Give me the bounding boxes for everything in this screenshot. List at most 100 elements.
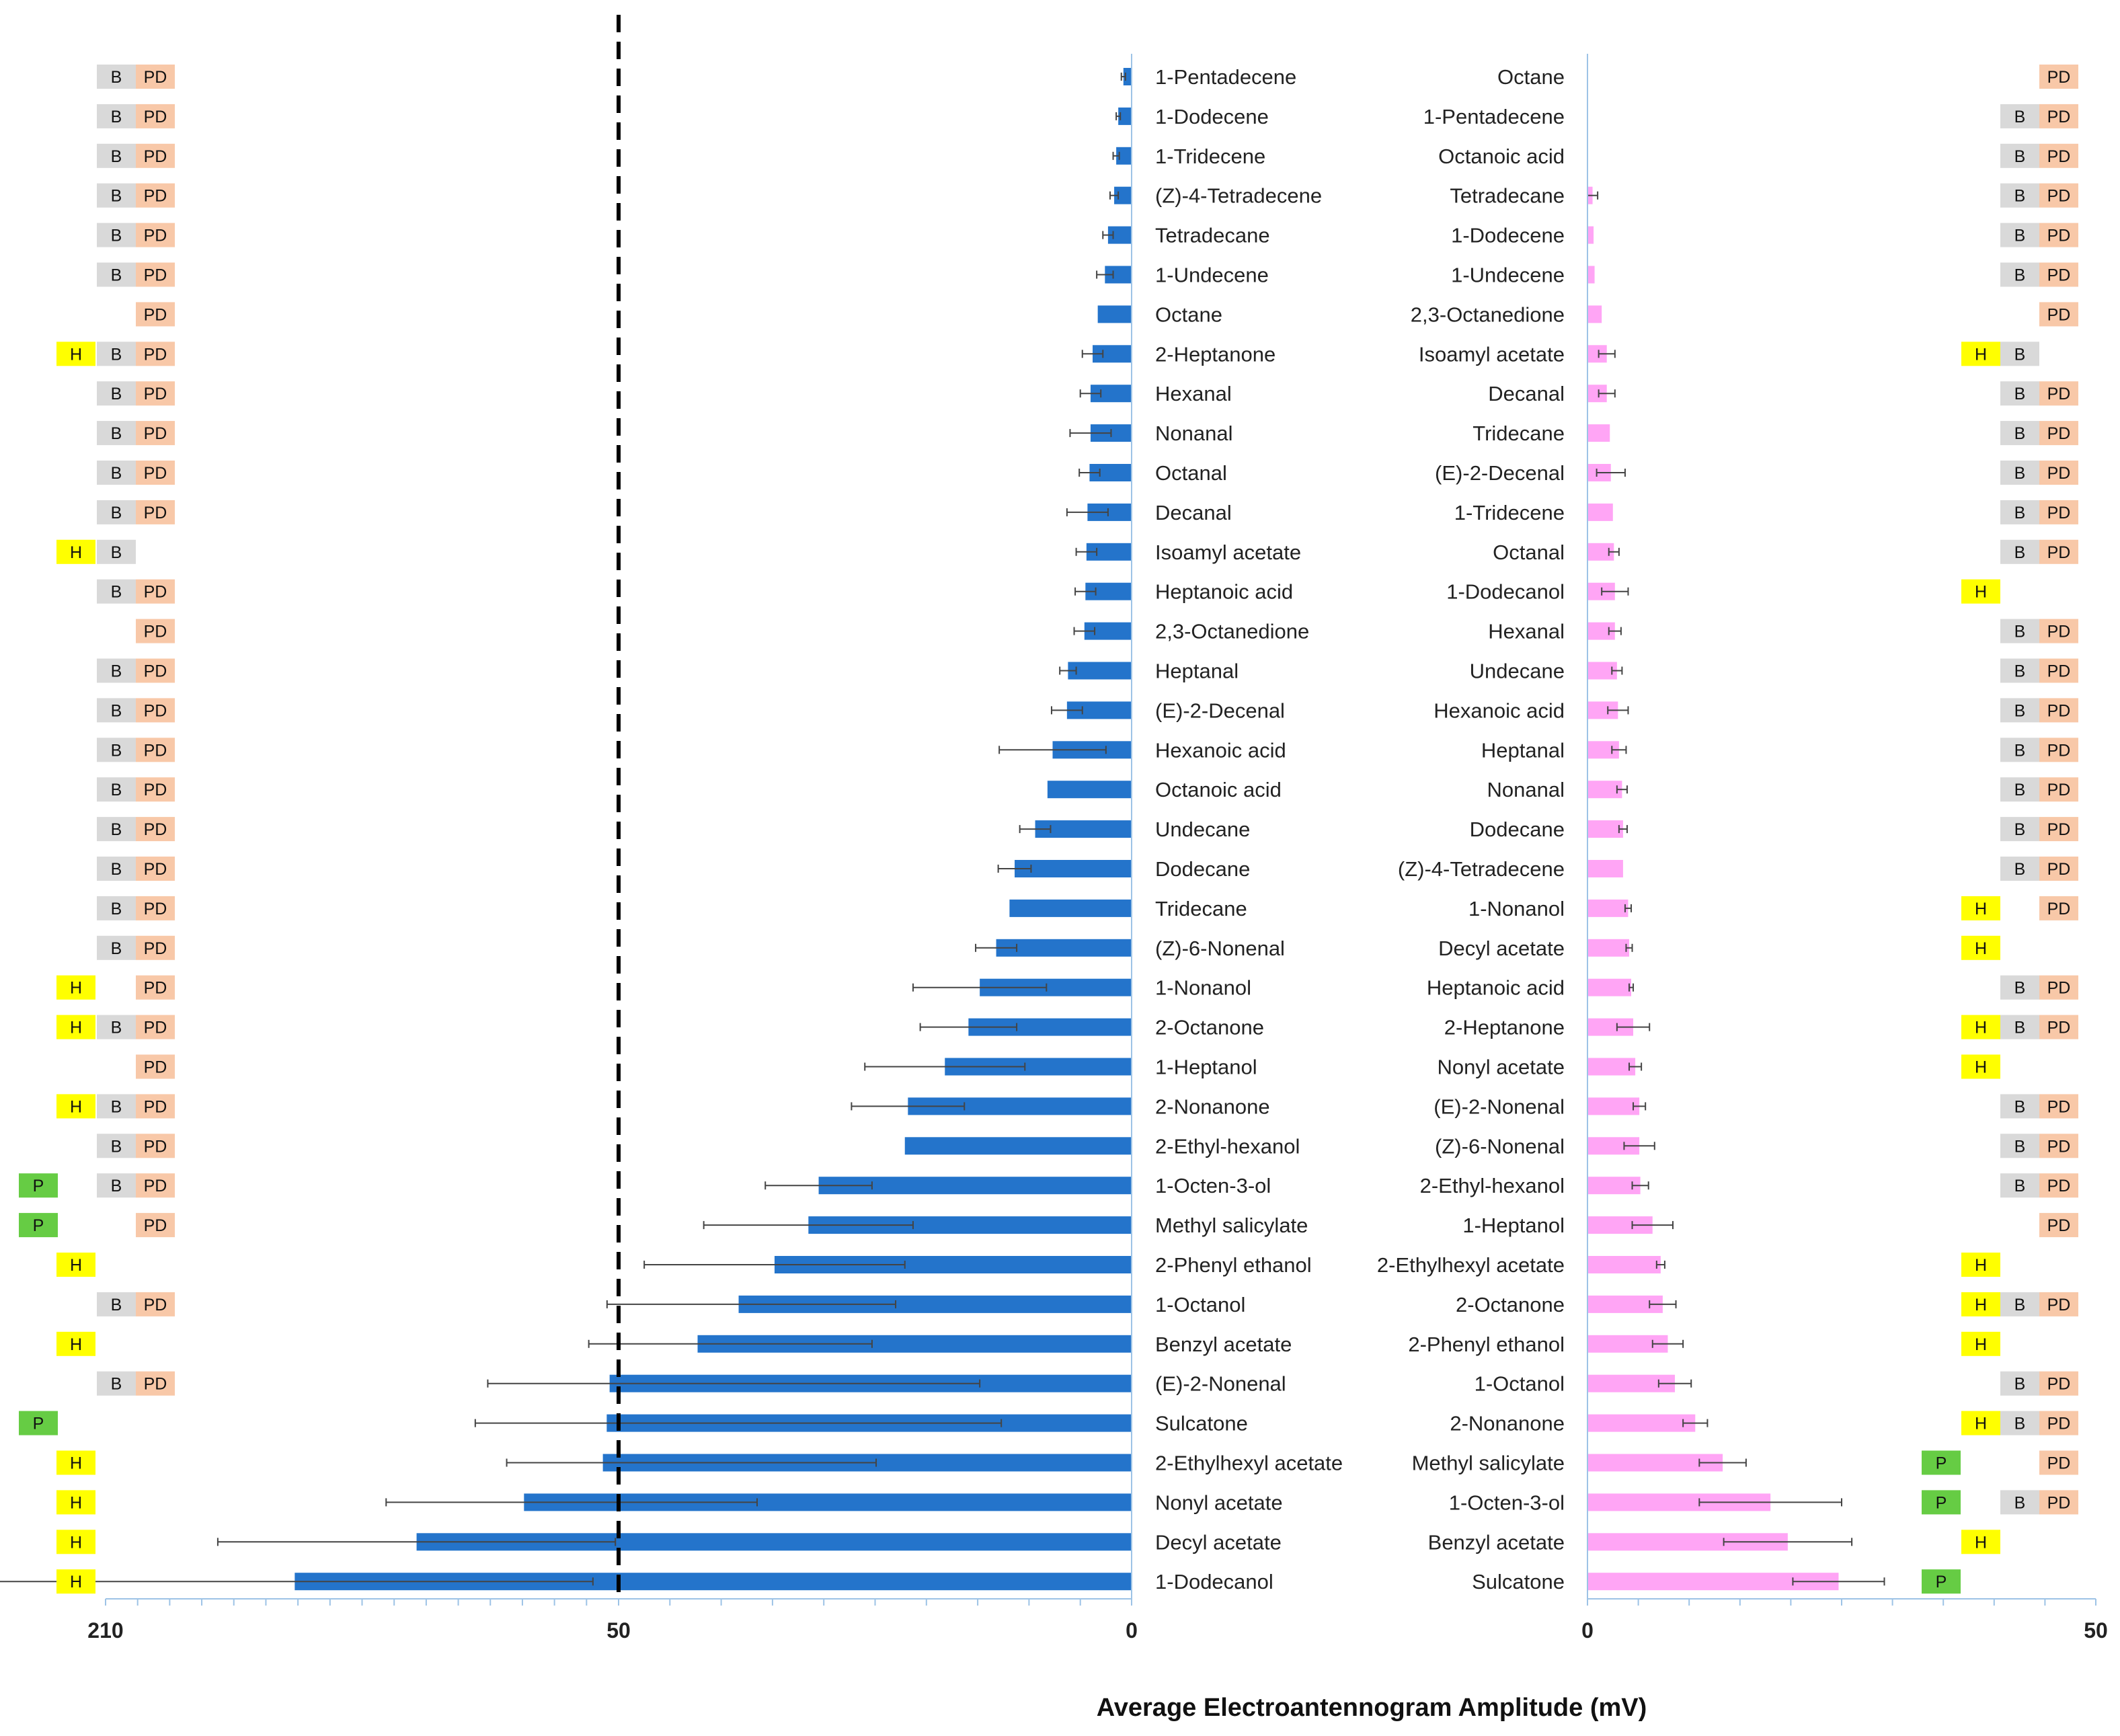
- left-row-tag-b: B: [97, 658, 136, 683]
- right-category-label: 1-Octen-3-ol: [1449, 1491, 1565, 1514]
- right-category-label: (E)-2-Nonenal: [1434, 1095, 1565, 1118]
- tag-h-label: H: [1975, 1019, 1987, 1037]
- tag-b-label: B: [111, 543, 122, 562]
- left-row-tag-pd: PD: [136, 421, 175, 446]
- left-row-tag-pd: PD: [136, 658, 175, 683]
- right-bar: [1587, 1256, 1661, 1273]
- left-row-tag-pd: PD: [136, 381, 175, 406]
- tag-h-label: H: [1975, 1256, 1987, 1275]
- tag-b-box: [2000, 857, 2039, 881]
- right-row-tag-h: H: [1961, 896, 2000, 920]
- right-category-label: 1-Nonanol: [1468, 897, 1565, 920]
- right-row-tag-b: B: [2000, 1292, 2039, 1316]
- right-row-tag-b: B: [2000, 500, 2039, 524]
- tag-b-box: [97, 777, 136, 802]
- tag-pd-box: [2039, 539, 2078, 564]
- tag-p-box: [19, 1213, 58, 1238]
- tag-pd-box: [136, 1094, 175, 1119]
- right-row-tag-pd: PD: [2039, 619, 2078, 643]
- right-category-label: 2-Heptanone: [1444, 1016, 1565, 1039]
- tag-b-box: [97, 857, 136, 881]
- tag-b-box: [2000, 817, 2039, 842]
- tag-b-box: [97, 342, 136, 366]
- right-row-tag-h: H: [1961, 1530, 2000, 1554]
- tag-b-label: B: [2014, 1019, 2026, 1037]
- right-row-tag-b: B: [2000, 1015, 2039, 1039]
- left-category-label: Octane: [1155, 303, 1222, 326]
- right-bar: [1587, 978, 1632, 996]
- tag-pd-label: PD: [144, 68, 167, 87]
- left-category-label: 1-Nonanol: [1155, 976, 1251, 1000]
- right-row-tag-b: B: [2000, 262, 2039, 287]
- tag-h-box: [1961, 1253, 2000, 1277]
- tag-h-label: H: [1975, 939, 1987, 958]
- tag-b-box: [2000, 1490, 2039, 1515]
- right-row-tag-pd: PD: [2039, 183, 2078, 208]
- tag-h-box: [56, 1530, 95, 1554]
- tag-b-box: [97, 1134, 136, 1158]
- right-category-label: 2-Nonanone: [1450, 1412, 1565, 1435]
- right-category-label: Sulcatone: [1472, 1570, 1565, 1593]
- tag-pd-box: [2039, 262, 2078, 287]
- right-category-label: 2-Ethyl-hexanol: [1420, 1174, 1565, 1197]
- left-category-label: Decanal: [1155, 501, 1232, 524]
- tag-b-label: B: [2014, 860, 2026, 879]
- tag-b-box: [97, 1371, 136, 1396]
- left-category-label: 1-Dodecene: [1155, 105, 1269, 128]
- tag-h-box: [1961, 896, 2000, 920]
- tag-pd-label: PD: [2047, 1216, 2071, 1235]
- tag-b-box: [97, 421, 136, 446]
- tag-b-label: B: [111, 1177, 122, 1195]
- tag-b-box: [97, 539, 136, 564]
- left-row-tag-pd: PD: [136, 1173, 175, 1198]
- tag-b-label: B: [111, 583, 122, 602]
- left-row-tag-b: B: [97, 857, 136, 881]
- tag-b-box: [97, 262, 136, 287]
- tag-pd-label: PD: [2047, 266, 2071, 285]
- tag-pd-box: [136, 738, 175, 762]
- right-row-tag-pd: PD: [2039, 1292, 2078, 1316]
- right-chart-panel: Octane 1-Pentadecene Octanoic acid Tetradec…: [1377, 65, 1885, 1593]
- tag-b-label: B: [2014, 108, 2026, 126]
- tag-b-box: [97, 935, 136, 960]
- right-bar: [1587, 860, 1623, 877]
- right-category-label: 1-Dodecene: [1451, 224, 1565, 247]
- tag-pd-box: [2039, 183, 2078, 208]
- right-bar: [1587, 266, 1595, 284]
- right-row-tag-pd: PD: [2039, 857, 2078, 881]
- tag-pd-label: PD: [2047, 68, 2071, 87]
- tag-pd-box: [136, 975, 175, 1000]
- left-row-tag-b: B: [97, 896, 136, 920]
- tag-pd-box: [136, 143, 175, 168]
- tag-b-box: [2000, 342, 2039, 366]
- tag-pd-label: PD: [144, 1177, 167, 1195]
- tag-pd-box: [2039, 461, 2078, 485]
- tag-h-label: H: [70, 345, 82, 364]
- right-row-tag-h: H: [1961, 935, 2000, 960]
- tag-pd-box: [2039, 500, 2078, 524]
- tag-h-label: H: [70, 1533, 82, 1552]
- right-row-tag-b: B: [2000, 1371, 2039, 1396]
- right-category-label: (Z)-6-Nonenal: [1435, 1134, 1565, 1158]
- tag-p-label: P: [1936, 1493, 1947, 1512]
- left-category-label: Isoamyl acetate: [1155, 541, 1301, 564]
- tag-b-label: B: [111, 820, 122, 839]
- right-category-label: Undecane: [1470, 660, 1565, 683]
- tag-p-label: P: [33, 1216, 44, 1235]
- right-row-tag-b: B: [2000, 857, 2039, 881]
- tag-pd-box: [136, 461, 175, 485]
- tag-pd-box: [136, 500, 175, 524]
- left-category-label: Hexanal: [1155, 382, 1232, 405]
- left-category-label: 1-Pentadecene: [1155, 65, 1296, 89]
- tag-pd-label: PD: [2047, 1493, 2071, 1512]
- left-row-tag-b: B: [97, 1173, 136, 1198]
- tag-b-box: [2000, 1094, 2039, 1119]
- right-category-label: Nonanal: [1487, 778, 1565, 801]
- left-category-label: 2-Heptanone: [1155, 342, 1275, 366]
- tag-pd-label: PD: [2047, 1415, 2071, 1433]
- tag-pd-label: PD: [144, 1058, 167, 1077]
- right-category-label: Tetradecane: [1450, 184, 1565, 208]
- tag-pd-box: [136, 381, 175, 406]
- tag-pd-box: [2039, 65, 2078, 89]
- tag-h-label: H: [1975, 1415, 1987, 1433]
